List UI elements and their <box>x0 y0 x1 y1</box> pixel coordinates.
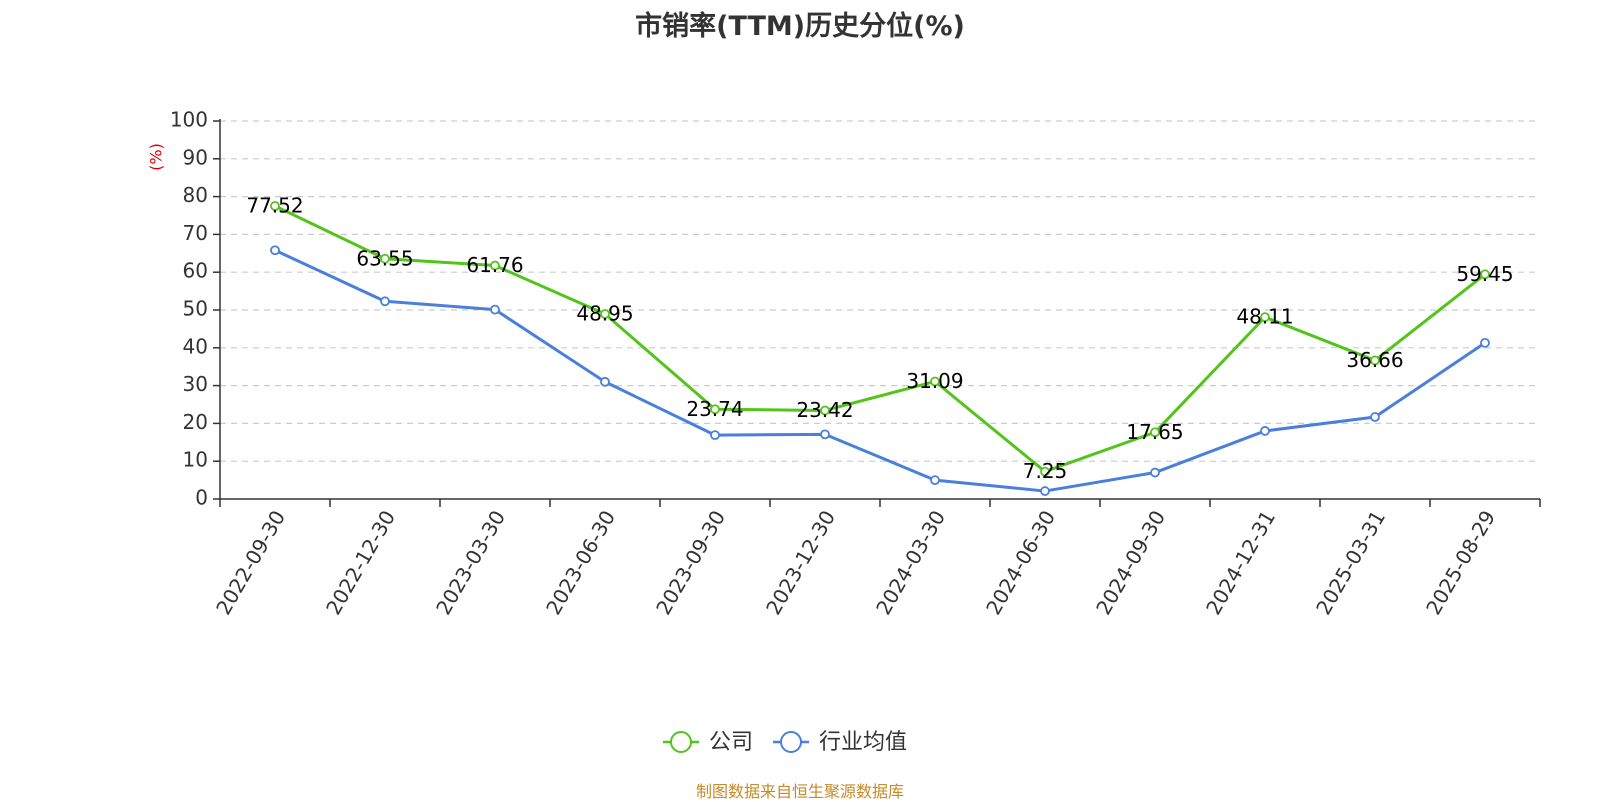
data-point[interactable] <box>600 309 610 319</box>
y-tick-label: 100 <box>170 108 208 132</box>
x-tick-label: 2024-09-30 <box>1091 506 1170 619</box>
data-point[interactable] <box>1260 426 1270 436</box>
x-tick-label: 2024-03-30 <box>871 506 950 619</box>
data-label: 48.11 <box>1236 305 1293 329</box>
data-point[interactable] <box>380 253 390 264</box>
data-point[interactable] <box>1040 486 1050 496</box>
data-point[interactable] <box>270 245 280 256</box>
legend-label: 行业均值 <box>819 730 907 755</box>
y-tick-label: 60 <box>183 259 208 283</box>
data-label: 31.09 <box>906 369 963 393</box>
data-source-note: 制图数据来自恒生聚源数据库 <box>695 782 904 801</box>
legend-item[interactable]: 行业均值 <box>773 730 907 755</box>
data-point[interactable] <box>820 405 830 416</box>
x-tick-label: 2023-06-30 <box>541 506 620 619</box>
y-tick-label: 10 <box>183 448 208 472</box>
data-point[interactable] <box>1480 337 1490 348</box>
x-tick-label: 2023-12-30 <box>761 506 840 619</box>
data-point[interactable] <box>270 201 280 211</box>
legend-item[interactable]: 公司 <box>663 730 753 755</box>
axes: 0 10 20 30 40 50 60 70 80 90 100 2022-09-30 2022-12-… <box>170 108 1541 619</box>
data-point[interactable] <box>490 260 500 271</box>
chart-title: 市销率(TTM)历史分位(%) <box>635 11 965 42</box>
x-tick-label: 2023-03-30 <box>431 506 510 619</box>
y-tick-label: 90 <box>183 145 208 169</box>
y-tick-label: 30 <box>183 372 208 396</box>
data-point[interactable] <box>1370 412 1380 422</box>
y-tick-label: 80 <box>183 183 208 207</box>
y-axis-label: (%) <box>147 143 166 171</box>
x-tick-label: 2024-12-31 <box>1201 506 1280 619</box>
data-point[interactable] <box>710 430 720 441</box>
data-point[interactable] <box>380 296 390 307</box>
data-point[interactable] <box>1150 427 1160 438</box>
data-label: 36.66 <box>1346 348 1403 372</box>
data-point[interactable] <box>490 304 500 315</box>
y-tick-label: 20 <box>183 410 208 434</box>
legend-marker <box>670 731 692 753</box>
x-tick-label: 2023-09-30 <box>651 506 730 619</box>
data-label: 7.25 <box>1023 459 1068 483</box>
data-point[interactable] <box>930 475 940 486</box>
data-point[interactable] <box>1370 355 1380 366</box>
y-tick-label: 0 <box>195 486 208 510</box>
data-label: 61.76 <box>466 253 523 277</box>
data-point[interactable] <box>1040 466 1050 477</box>
data-labels: 77.52 63.55 61.76 48.95 23.74 23.42 31.09 7.25 1… <box>246 193 1513 483</box>
data-point[interactable] <box>1150 467 1160 478</box>
x-tick-label: 2024-06-30 <box>981 506 1060 619</box>
data-point[interactable] <box>930 376 940 387</box>
x-tick-label: 2025-03-31 <box>1311 506 1390 619</box>
data-point[interactable] <box>1480 269 1490 280</box>
data-point[interactable] <box>1260 312 1270 323</box>
series-line <box>274 204 1486 474</box>
y-tick-label: 40 <box>183 334 208 358</box>
legend: 公司 行业均值 <box>663 730 907 755</box>
data-label: 23.42 <box>796 398 853 422</box>
legend-marker <box>780 731 802 753</box>
x-tick-label: 2022-09-30 <box>211 506 290 619</box>
data-point[interactable] <box>820 429 830 440</box>
data-label: 17.65 <box>1126 420 1183 444</box>
data-point[interactable] <box>710 404 720 415</box>
y-tick-label: 70 <box>183 221 208 245</box>
legend-label: 公司 <box>709 730 753 755</box>
x-tick-label: 2022-12-30 <box>321 506 400 619</box>
series-lines <box>270 201 1490 496</box>
data-label: 23.74 <box>686 397 743 421</box>
x-tick-label: 2025-08-29 <box>1421 506 1500 619</box>
y-tick-label: 50 <box>183 297 208 321</box>
data-label: 77.52 <box>246 193 303 217</box>
data-label: 59.45 <box>1456 262 1513 286</box>
data-label: 48.95 <box>576 301 633 325</box>
data-point[interactable] <box>600 376 610 387</box>
series-line <box>274 248 1486 493</box>
data-label: 63.55 <box>356 246 413 270</box>
grid-lines <box>220 120 1540 462</box>
